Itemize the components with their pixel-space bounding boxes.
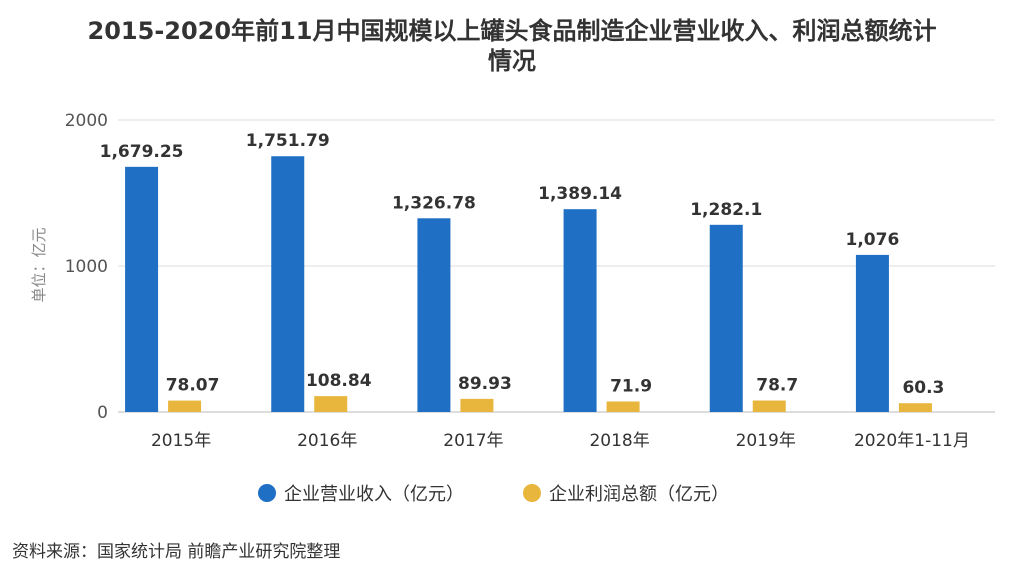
bar-revenue <box>125 166 159 412</box>
source-note: 资料来源：国家统计局 前瞻产业研究院整理 <box>12 542 341 562</box>
bar-profit <box>168 400 202 412</box>
x-axis-ticks: 2015年 2016年 2017年 2018年 2019年 2020年1-11月 <box>151 431 970 451</box>
data-label: 1,751.79 <box>246 131 330 151</box>
legend: 企业营业收入（亿元） 企业利润总额（亿元） <box>258 484 729 505</box>
data-label: 1,679.25 <box>100 142 184 162</box>
bar-revenue <box>563 209 597 412</box>
y-axis-ticks: 0 1000 2000 <box>65 111 108 423</box>
data-label: 1,282.1 <box>690 200 762 220</box>
bar-profit <box>314 396 348 412</box>
y-tick-label: 1000 <box>65 257 108 277</box>
data-label: 60.3 <box>902 378 944 398</box>
x-tick-label: 2018年 <box>589 431 649 451</box>
bars: 1,679.25 78.07 1,751.79 108.84 1,326.78 89.93… <box>100 131 944 412</box>
grid-lines <box>118 119 995 267</box>
bar-revenue <box>417 218 451 412</box>
data-label: 1,389.14 <box>538 184 622 204</box>
data-label: 1,076 <box>846 230 900 250</box>
x-tick-label: 2019年 <box>736 431 796 451</box>
legend-label: 企业利润总额（亿元） <box>549 484 729 505</box>
y-tick-label: 0 <box>97 403 108 423</box>
data-label: 108.84 <box>306 371 372 391</box>
bar-revenue <box>271 156 305 412</box>
chart-title: 2015-2020年前11月中国规模以上罐头食品制造企业营业收入、利润总额统计 … <box>87 17 937 75</box>
legend-swatch <box>258 484 276 502</box>
y-tick-label: 2000 <box>65 111 108 131</box>
data-label: 89.93 <box>458 374 512 394</box>
x-tick-label: 2020年1-11月 <box>854 431 970 451</box>
bar-profit <box>898 403 932 412</box>
legend-swatch <box>523 484 541 502</box>
y-axis-label: 单位：亿元 <box>30 227 48 302</box>
bar-profit <box>752 400 786 412</box>
legend-label: 企业营业收入（亿元） <box>284 484 464 505</box>
data-label: 78.7 <box>756 376 798 396</box>
x-tick-label: 2017年 <box>443 431 503 451</box>
bar-revenue <box>709 224 743 412</box>
data-label: 71.9 <box>610 377 652 397</box>
x-tick-label: 2016年 <box>297 431 357 451</box>
bar-profit <box>606 401 640 412</box>
data-label: 78.07 <box>166 376 220 396</box>
data-label: 1,326.78 <box>392 193 476 213</box>
bar-revenue <box>855 254 889 412</box>
x-tick-label: 2015年 <box>151 431 211 451</box>
bar-profit <box>460 398 494 412</box>
